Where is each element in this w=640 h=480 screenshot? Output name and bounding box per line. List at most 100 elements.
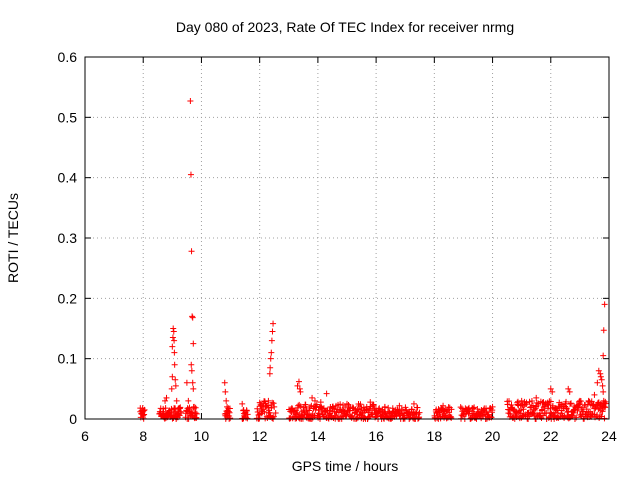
data-point — [267, 364, 274, 371]
data-point — [269, 328, 276, 335]
data-point — [193, 410, 200, 417]
chart-title: Day 080 of 2023, Rate Of TEC Index for r… — [176, 19, 514, 35]
data-point — [170, 325, 177, 332]
data-point — [597, 370, 604, 377]
data-point — [297, 388, 304, 395]
data-point — [583, 406, 590, 413]
data-point — [242, 411, 249, 418]
y-tick-label: 0.5 — [58, 109, 78, 125]
data-point — [192, 409, 199, 416]
data-point — [187, 171, 194, 178]
data-point — [567, 401, 574, 408]
data-point — [601, 301, 608, 308]
data-point — [140, 412, 147, 419]
data-point — [189, 314, 196, 321]
data-point — [306, 407, 313, 414]
data-point — [224, 403, 231, 410]
data-point — [270, 400, 277, 407]
x-tick-label: 16 — [368, 428, 384, 444]
data-point — [162, 397, 169, 404]
data-point — [185, 397, 192, 404]
data-point — [172, 382, 179, 389]
y-axis-label: ROTI / TECUs — [5, 193, 21, 283]
data-point — [188, 248, 195, 255]
data-point — [414, 404, 421, 411]
y-tick-label: 0.3 — [58, 230, 78, 246]
data-point — [369, 411, 376, 418]
data-point — [563, 398, 570, 405]
data-point — [183, 379, 190, 386]
data-point — [222, 388, 229, 395]
data-point — [192, 404, 199, 411]
data-point — [448, 406, 455, 413]
data-point — [518, 397, 525, 404]
data-point — [169, 334, 176, 341]
x-tick-label: 18 — [427, 428, 443, 444]
data-point — [329, 403, 336, 410]
data-point — [594, 379, 601, 386]
data-point — [600, 388, 607, 395]
x-tick-label: 10 — [194, 428, 210, 444]
data-point — [294, 382, 301, 389]
data-point — [381, 403, 388, 410]
data-point — [163, 394, 170, 401]
data-point — [533, 394, 540, 401]
x-tick-label: 6 — [81, 428, 89, 444]
data-point — [168, 385, 175, 392]
data-point — [600, 397, 607, 404]
data-point — [506, 398, 513, 405]
data-points — [137, 98, 609, 422]
data-point — [171, 337, 178, 344]
x-tick-label: 20 — [485, 428, 501, 444]
y-tick-label: 0 — [69, 411, 77, 427]
data-point — [540, 404, 547, 411]
data-point — [162, 405, 169, 412]
data-point — [313, 401, 320, 408]
data-point — [295, 402, 302, 409]
data-point — [171, 349, 178, 356]
data-point — [410, 400, 417, 407]
data-point — [171, 361, 178, 368]
data-point — [187, 98, 194, 105]
data-point — [169, 343, 176, 350]
data-point — [271, 403, 278, 410]
data-point — [448, 414, 455, 421]
data-point — [601, 415, 608, 422]
data-point — [239, 400, 246, 407]
data-point — [170, 328, 177, 335]
data-point — [323, 390, 330, 397]
data-point — [186, 408, 193, 415]
x-tick-label: 14 — [310, 428, 326, 444]
data-point — [189, 313, 196, 320]
data-point — [561, 413, 568, 420]
data-point — [169, 373, 176, 380]
y-tick-label: 0.1 — [58, 351, 78, 367]
data-point — [545, 402, 552, 409]
data-point — [576, 397, 583, 404]
data-point — [389, 405, 396, 412]
data-point — [138, 411, 145, 418]
data-point — [358, 405, 365, 412]
data-point — [296, 385, 303, 392]
x-tick-label: 22 — [543, 428, 559, 444]
data-point — [296, 401, 303, 408]
data-point — [189, 379, 196, 386]
data-point — [267, 355, 274, 362]
x-tick-label: 8 — [139, 428, 147, 444]
data-point — [568, 400, 575, 407]
data-point — [223, 397, 230, 404]
data-point — [175, 406, 182, 413]
data-point — [259, 408, 266, 415]
data-point — [547, 385, 554, 392]
data-point — [256, 399, 263, 406]
data-point — [268, 337, 275, 344]
data-point — [443, 415, 450, 422]
data-point — [190, 385, 197, 392]
data-point — [178, 409, 185, 416]
data-point — [565, 385, 572, 392]
data-point — [531, 412, 538, 419]
data-point — [140, 407, 147, 414]
data-point — [570, 409, 577, 416]
data-point — [376, 407, 383, 414]
data-point — [566, 388, 573, 395]
